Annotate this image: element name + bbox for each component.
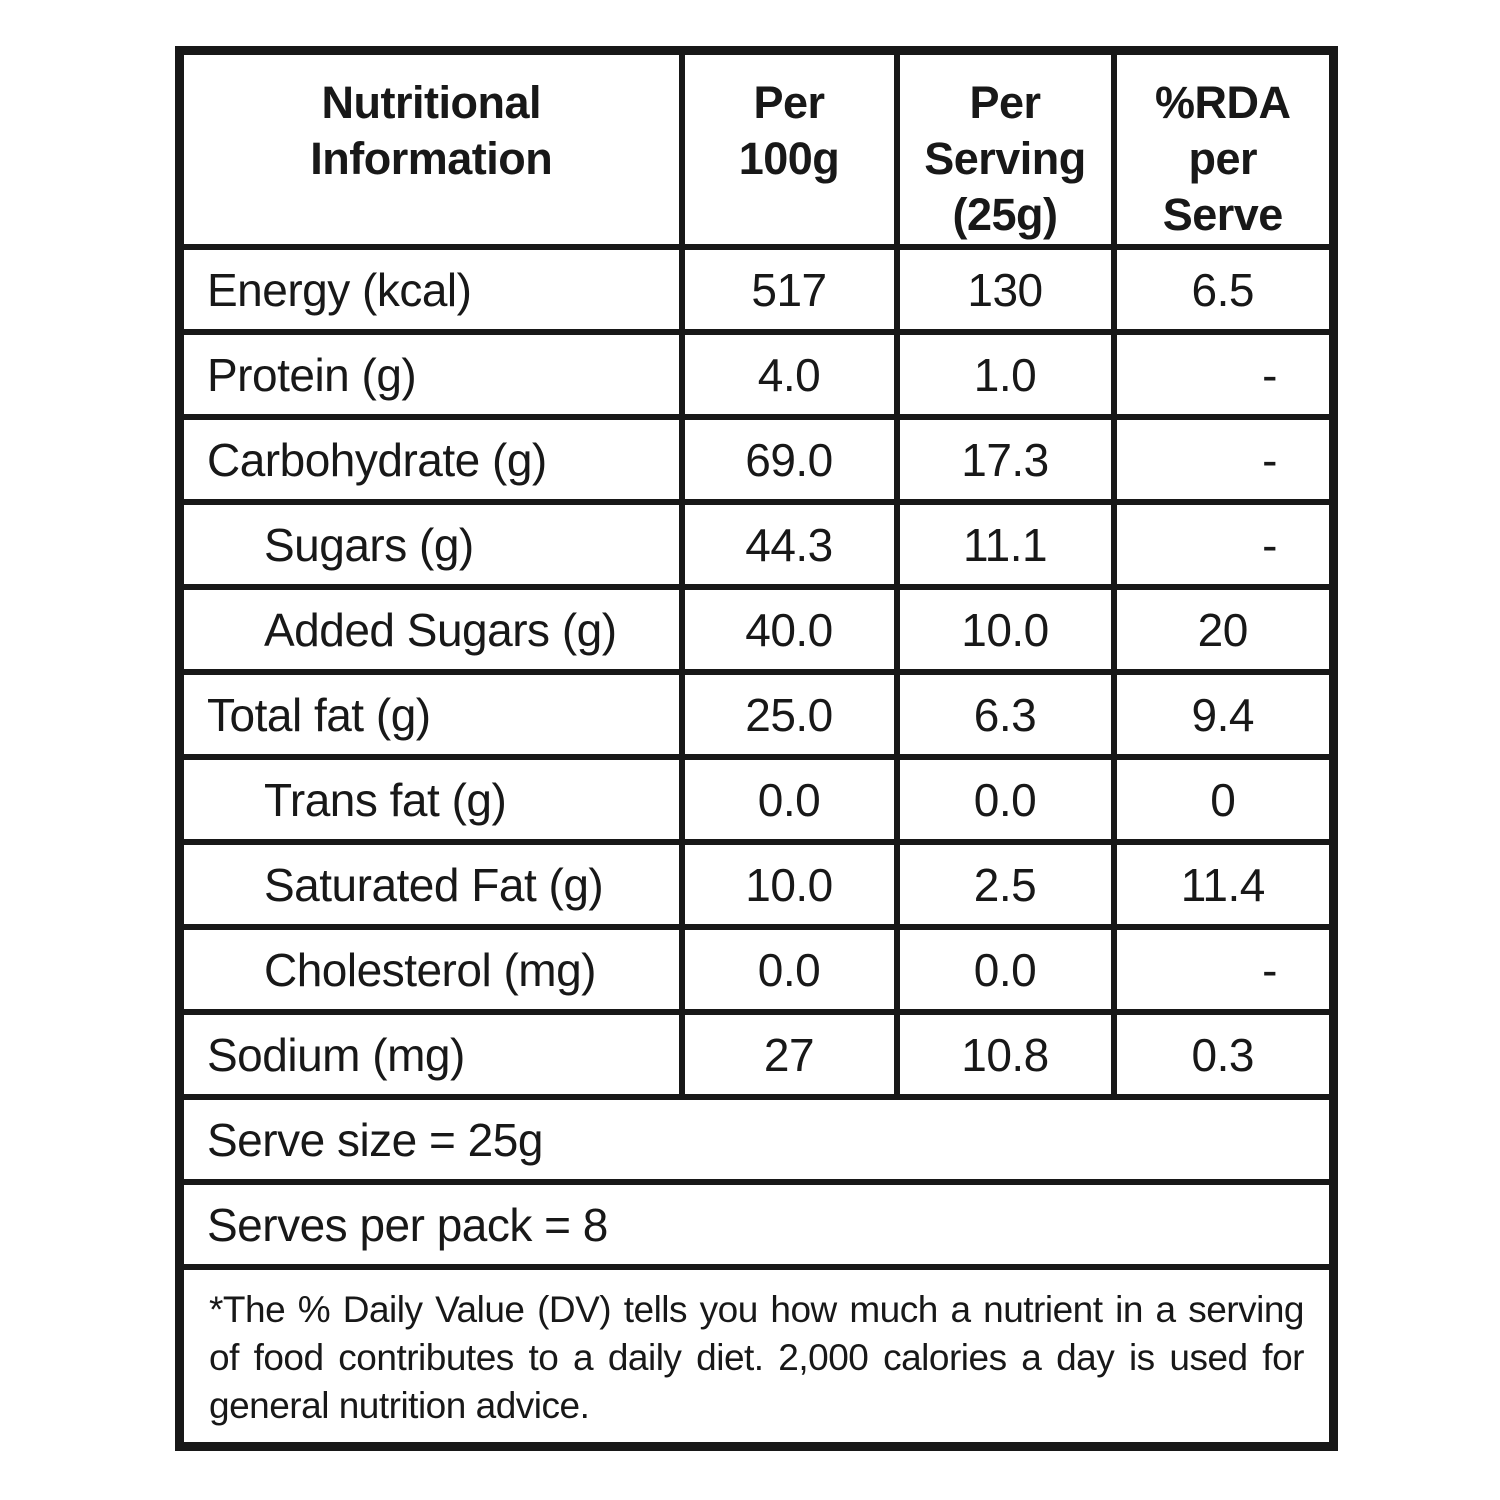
value-rda-per-serve: 0.3 — [1110, 1009, 1337, 1100]
value-per-100g: 27 — [678, 1009, 900, 1100]
table-row-sugars: Sugars (g) 44.3 11.1 - — [176, 499, 1337, 590]
header-line: per — [1188, 133, 1258, 184]
footnote-row: *The % Daily Value (DV) tells you how mu… — [176, 1264, 1337, 1450]
value-per-serving: 2.5 — [893, 839, 1117, 930]
header-line: (25g) — [952, 189, 1058, 240]
nutrient-label: Sodium (mg) — [176, 1009, 685, 1100]
table-row-energy: Energy (kcal) 517 130 6.5 — [176, 244, 1337, 335]
value-rda-per-serve: - — [1110, 499, 1337, 590]
value-per-100g: 40.0 — [678, 584, 900, 675]
nutrient-label: Total fat (g) — [176, 669, 685, 760]
value-per-100g: 44.3 — [678, 499, 900, 590]
table-row-saturated-fat: Saturated Fat (g) 10.0 2.5 11.4 — [176, 839, 1337, 930]
value-per-100g: 25.0 — [678, 669, 900, 760]
table-row-trans-fat: Trans fat (g) 0.0 0.0 0 — [176, 754, 1337, 845]
nutrient-label: Carbohydrate (g) — [176, 414, 685, 505]
nutrient-label: Saturated Fat (g) — [176, 839, 685, 930]
nutrient-label: Energy (kcal) — [176, 244, 685, 335]
header-line: Serving — [924, 133, 1086, 184]
table-row-cholesterol: Cholesterol (mg) 0.0 0.0 - — [176, 924, 1337, 1015]
value-rda-per-serve: - — [1110, 414, 1337, 505]
value-per-serving: 1.0 — [893, 329, 1117, 420]
value-per-100g: 69.0 — [678, 414, 900, 505]
header-per-serving: Per Serving (25g) — [893, 47, 1117, 250]
nutrient-label: Sugars (g) — [176, 499, 685, 590]
value-rda-per-serve: 9.4 — [1110, 669, 1337, 760]
table-row-sodium: Sodium (mg) 27 10.8 0.3 — [176, 1009, 1337, 1100]
value-per-serving: 11.1 — [893, 499, 1117, 590]
header-line: Information — [310, 133, 553, 184]
serve-size-text: Serve size = 25g — [176, 1094, 1337, 1185]
value-per-100g: 0.0 — [678, 754, 900, 845]
value-per-serving: 6.3 — [893, 669, 1117, 760]
table-row-carbohydrate: Carbohydrate (g) 69.0 17.3 - — [176, 414, 1337, 505]
serves-per-pack-text: Serves per pack = 8 — [176, 1179, 1337, 1270]
value-rda-per-serve: 6.5 — [1110, 244, 1337, 335]
value-per-serving: 0.0 — [893, 924, 1117, 1015]
value-rda-per-serve: - — [1110, 329, 1337, 420]
value-per-serving: 10.8 — [893, 1009, 1117, 1100]
value-rda-per-serve: - — [1110, 924, 1337, 1015]
value-per-100g: 4.0 — [678, 329, 900, 420]
serve-size-row: Serve size = 25g — [176, 1094, 1337, 1185]
header-per-100g: Per 100g — [678, 47, 900, 250]
header-nutritional-information: Nutritional Information — [176, 47, 685, 250]
value-rda-per-serve: 0 — [1110, 754, 1337, 845]
nutrient-label: Cholesterol (mg) — [176, 924, 685, 1015]
value-per-serving: 0.0 — [893, 754, 1117, 845]
value-per-100g: 517 — [678, 244, 900, 335]
header-line: Nutritional — [321, 77, 542, 128]
header-line: Per — [753, 77, 825, 128]
value-rda-per-serve: 20 — [1110, 584, 1337, 675]
nutrient-label: Trans fat (g) — [176, 754, 685, 845]
nutrition-table: Nutritional Information Per 100g Per Ser… — [175, 46, 1338, 1451]
value-per-100g: 0.0 — [678, 924, 900, 1015]
header-row: Nutritional Information Per 100g Per Ser… — [176, 47, 1337, 250]
header-line: 100g — [738, 133, 840, 184]
nutrient-label: Protein (g) — [176, 329, 685, 420]
nutrient-label: Added Sugars (g) — [176, 584, 685, 675]
header-line: Serve — [1162, 189, 1284, 240]
value-per-100g: 10.0 — [678, 839, 900, 930]
header-rda-per-serve: %RDA per Serve — [1110, 47, 1337, 250]
serves-per-pack-row: Serves per pack = 8 — [176, 1179, 1337, 1270]
table-row-total-fat: Total fat (g) 25.0 6.3 9.4 — [176, 669, 1337, 760]
table-row-protein: Protein (g) 4.0 1.0 - — [176, 329, 1337, 420]
header-line: Per — [969, 77, 1041, 128]
value-per-serving: 10.0 — [893, 584, 1117, 675]
daily-value-footnote: *The % Daily Value (DV) tells you how mu… — [176, 1264, 1337, 1450]
table-row-added-sugars: Added Sugars (g) 40.0 10.0 20 — [176, 584, 1337, 675]
header-line: %RDA — [1154, 77, 1291, 128]
value-per-serving: 17.3 — [893, 414, 1117, 505]
value-per-serving: 130 — [893, 244, 1117, 335]
value-rda-per-serve: 11.4 — [1110, 839, 1337, 930]
